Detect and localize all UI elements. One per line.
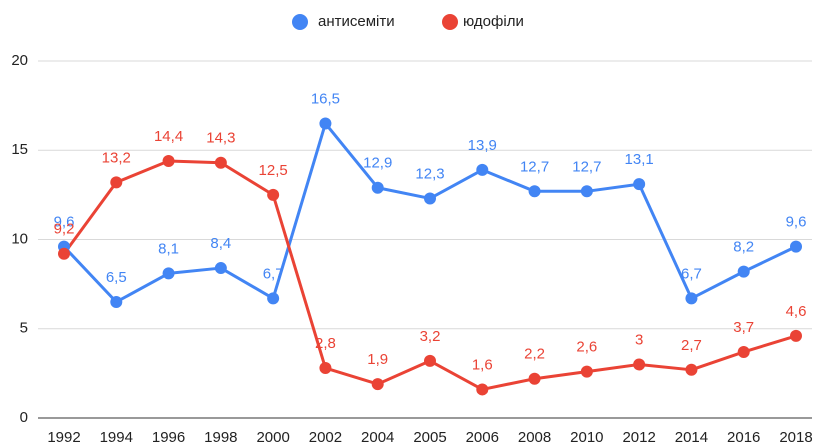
data-label: 13,9	[468, 137, 497, 154]
data-label: 12,3	[415, 165, 444, 182]
data-label: 3,7	[733, 319, 754, 336]
legend-swatch	[442, 14, 458, 30]
data-point	[214, 156, 227, 169]
x-tick-label: 2008	[518, 429, 551, 444]
x-tick-label: 2002	[309, 429, 342, 444]
data-point	[633, 178, 646, 191]
data-label: 13,1	[625, 151, 654, 168]
y-tick-label: 5	[20, 320, 28, 337]
data-point	[476, 383, 489, 396]
data-label: 3,2	[420, 328, 441, 345]
y-tick-label: 15	[11, 141, 28, 158]
x-tick-label: 1992	[47, 429, 80, 444]
x-tick-label: 1994	[100, 429, 133, 444]
data-point	[162, 154, 175, 167]
x-tick-label: 2016	[727, 429, 760, 444]
data-label: 6,7	[681, 265, 702, 282]
data-point	[110, 176, 123, 189]
data-label: 2,8	[315, 335, 336, 352]
data-label: 1,9	[367, 351, 388, 368]
data-label: 3	[635, 331, 643, 348]
data-point	[424, 354, 436, 367]
x-tick-label: 2000	[256, 429, 289, 444]
x-tick-label: 2018	[779, 429, 812, 444]
data-label: 9,2	[54, 221, 75, 238]
data-point	[371, 378, 384, 391]
data-label: 16,5	[311, 90, 340, 107]
data-point	[58, 247, 70, 260]
data-point	[424, 192, 436, 205]
data-point	[528, 372, 541, 385]
data-point	[580, 365, 593, 378]
data-label: 1,6	[472, 356, 493, 373]
x-tick-label: 1996	[152, 429, 185, 444]
data-label: 12,7	[572, 158, 601, 175]
data-label: 13,2	[102, 149, 131, 166]
data-point	[319, 362, 332, 375]
legend-label: юдофіли	[463, 13, 524, 30]
data-label: 12,7	[520, 158, 549, 175]
data-point	[214, 262, 227, 275]
data-label: 2,2	[524, 346, 545, 363]
y-tick-label: 10	[11, 230, 28, 247]
x-tick-label: 1998	[204, 429, 237, 444]
data-point	[580, 185, 593, 198]
data-point	[790, 329, 802, 342]
data-label: 2,6	[576, 339, 597, 356]
data-point	[685, 363, 698, 376]
data-label: 8,4	[210, 235, 231, 252]
data-label: 12,5	[259, 162, 288, 179]
data-point	[476, 163, 489, 176]
y-tick-label: 0	[20, 409, 28, 426]
data-label: 6,5	[106, 269, 127, 286]
data-label: 8,2	[733, 239, 754, 256]
x-tick-label: 2006	[466, 429, 499, 444]
data-point	[528, 185, 541, 198]
data-label: 14,4	[154, 128, 183, 145]
legend-swatch	[292, 14, 308, 30]
data-label: 2,7	[681, 337, 702, 354]
data-label: 12,9	[363, 155, 392, 172]
data-point	[737, 345, 750, 358]
data-point	[790, 240, 802, 253]
x-tick-label: 2014	[675, 429, 708, 444]
data-label: 8,1	[158, 240, 179, 257]
x-tick-label: 2010	[570, 429, 603, 444]
data-point	[267, 188, 280, 201]
legend-label: антисеміти	[318, 13, 395, 30]
data-point	[267, 292, 280, 305]
x-tick-label: 2005	[413, 429, 446, 444]
data-point	[110, 295, 123, 308]
data-label: 9,6	[786, 214, 807, 231]
data-point	[737, 265, 750, 278]
data-point	[685, 292, 698, 305]
data-point	[371, 181, 384, 194]
data-label: 6,7	[263, 265, 284, 282]
data-point	[162, 267, 175, 280]
data-point	[319, 117, 332, 130]
y-tick-label: 20	[11, 52, 28, 69]
data-label: 4,6	[786, 303, 807, 320]
x-tick-label: 2012	[622, 429, 655, 444]
x-tick-label: 2004	[361, 429, 394, 444]
data-label: 9,6	[54, 214, 75, 231]
data-point	[633, 358, 646, 371]
data-label: 14,3	[206, 130, 235, 147]
